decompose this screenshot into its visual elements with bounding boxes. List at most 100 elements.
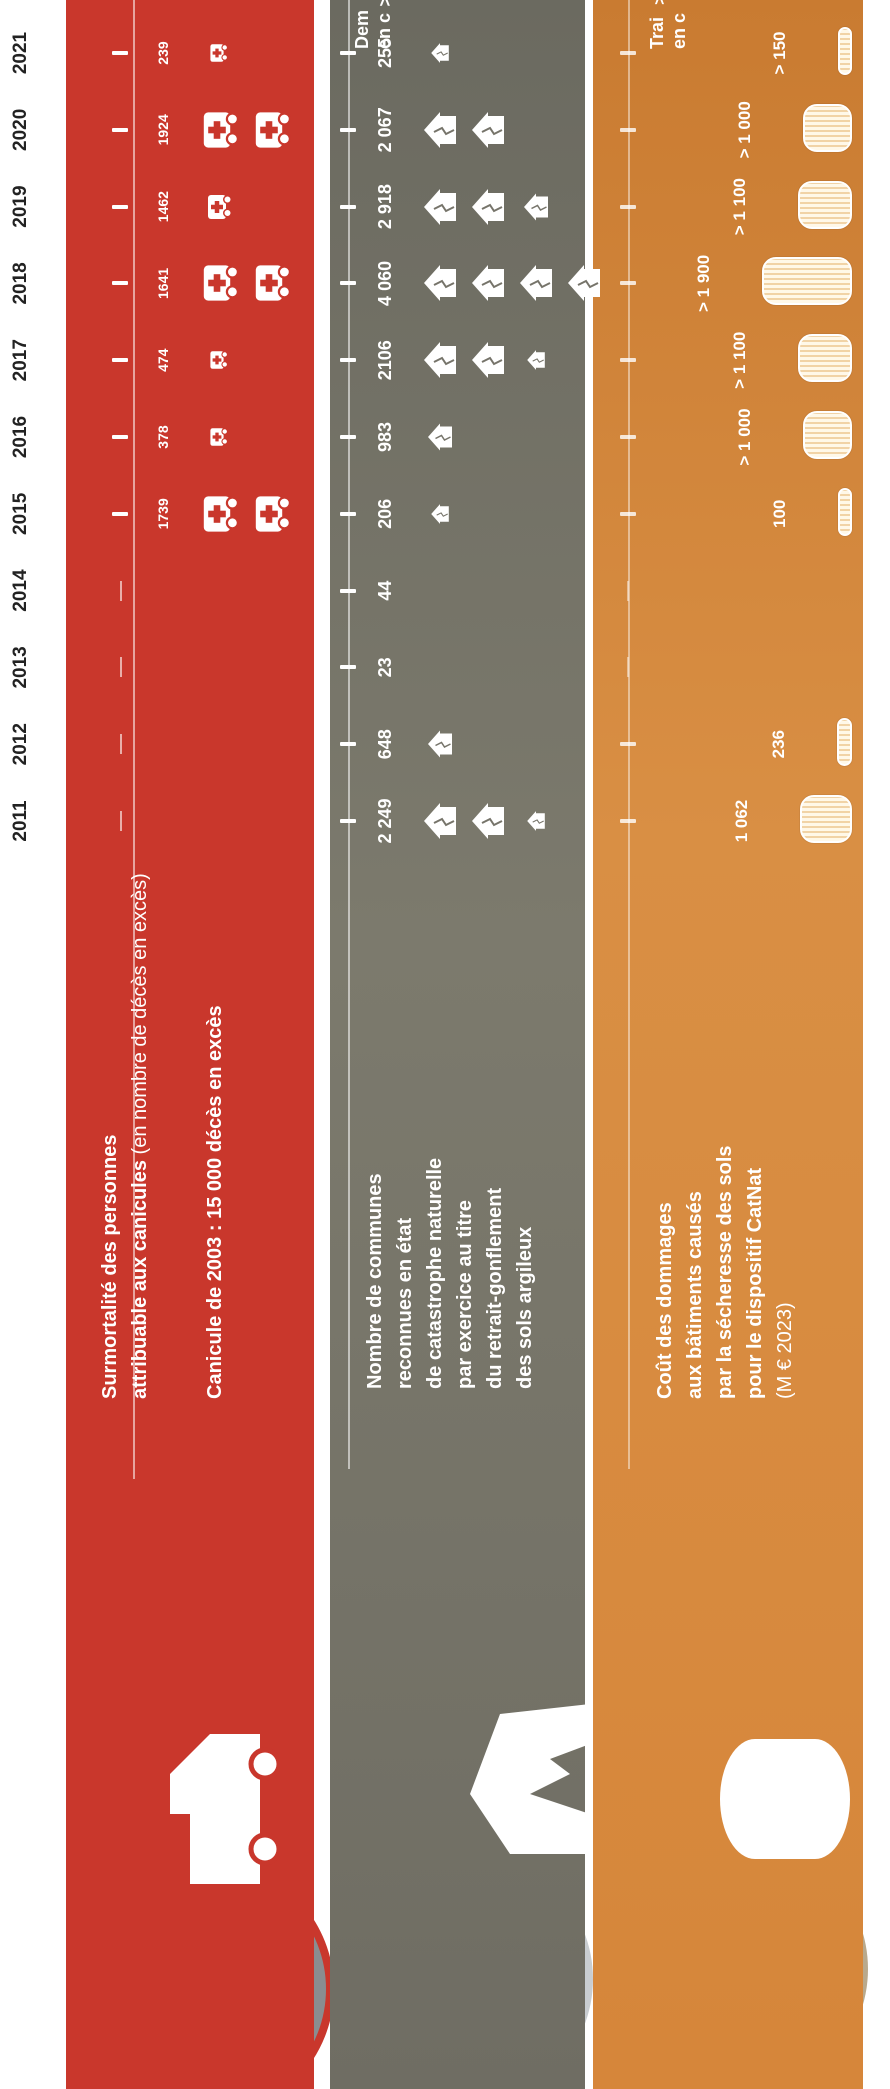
ambulance-mini-icon [255,496,291,532]
communes-title-line-6: des sols argileux [514,1226,536,1389]
cost-title-unit: (M € 2023) [774,1302,796,1399]
heat-value: 1924 [155,114,171,146]
year-label: 2013 [10,646,31,689]
communes-value: 4 060 [375,260,395,306]
cost-title-line-1: Coût des dommages [654,1202,676,1399]
cost-title-line-2: aux bâtiments causés [684,1191,706,1399]
house-mini-icon [424,342,456,379]
heat-tick [112,511,128,516]
cost-coin-stack [799,795,852,843]
cost-value: > 150 [770,31,789,75]
heat-dash [120,580,122,601]
communes-title: Nombre de communes reconnues en état de ca… [360,989,540,1389]
heat-tick [112,204,128,209]
heat-value: 474 [155,348,171,372]
cost-tick [620,511,636,516]
house-mini-icon [520,265,552,302]
communes-cut-text-2: en c [374,12,394,49]
cost-value: > 1 100 [730,178,749,236]
ambulance-mini-icon [203,496,239,532]
year-label: 2019 [10,185,31,228]
heat-title-line1: Surmortalité des personnes [99,1134,121,1399]
cost-title: Coût des dommages aux bâtiments causés par… [650,959,800,1400]
house-mini-icon [472,803,504,839]
heat-value: 1641 [155,267,171,299]
cost-title-line-3: par la sécheresse des sols [714,1145,736,1400]
cost-dash [627,657,629,678]
heat-value: 2 816 [155,0,171,21]
communes-value: 2106 [375,340,395,381]
cost-value: > 1 900 [693,254,713,313]
communes-value: 2 067 [375,107,395,153]
cost-tick [620,742,636,747]
cost-coin-stack [802,411,852,459]
cost-value: 100 [770,499,789,528]
communes-title-line-5: du retrait-gonflement [484,1187,506,1389]
ambulance-mini-icon [210,351,228,370]
communes-value: 2 918 [375,184,395,230]
house-mini-icon [568,265,600,302]
communes-title-line-1: Nombre de communes [364,1173,386,1389]
communes-tick [340,51,356,55]
year-label: 2015 [10,492,31,535]
cost-value: > 1 000 [734,101,754,159]
communes-tick [340,665,356,670]
cost-tick [620,435,636,439]
communes-value: 2 249 [375,798,395,844]
cracked-house-icon [470,1704,590,1854]
year-label: 2012 [10,723,31,766]
house-mini-icon [428,730,452,758]
communes-value: 648 [375,729,395,760]
ambulance-mini-icon [203,112,239,148]
communes-tick [340,435,356,439]
communes-tick [340,204,356,209]
cost-cut-text-2: en c [669,12,689,49]
cost-value: > 1 000 [734,408,754,466]
cost-dash [627,580,629,601]
cost-cut-text: Trai [647,16,667,49]
communes-title-line-3: de catastrophe naturelle [424,1157,446,1389]
house-mini-icon [524,193,548,221]
house-mini-icon [527,350,545,371]
house-mini-icon [431,43,449,63]
cost-title-line-4: pour le dispositif CatNat [744,1167,766,1399]
year-label: 2017 [10,339,31,382]
cost-coin-stack [837,718,852,767]
cost-coin-stack [838,27,852,75]
cost-coin-stack [798,180,852,229]
house-mini-icon [472,111,504,148]
communes-tick [340,511,356,516]
heat-tick [112,281,128,286]
house-mini-icon [527,811,545,831]
communes-title-line-2: reconnues en état [394,1217,416,1389]
communes-cut-text: Dem [352,9,372,49]
cost-tick [620,51,636,55]
cost-value: 1 062 [731,799,751,843]
cost-coin-stack [798,334,852,383]
ambulance-mini-icon [208,194,232,219]
year-label: 2018 [10,262,31,305]
heat-dash [120,734,122,755]
house-mini-icon [424,111,456,148]
heat-dash [120,657,122,678]
communes-tick [340,588,356,593]
cost-tick [620,358,636,363]
house-mini-icon [428,423,452,451]
cost-tick [620,127,636,132]
communes-title-line-4: par exercice au titre [454,1200,476,1389]
heat-title-line2: attribuable aux canicules [129,1160,151,1399]
house-mini-icon [431,503,449,524]
communes-tick [340,358,356,363]
communes-tick [340,819,356,823]
heat-dash [120,811,122,831]
communes-guide [348,0,350,1469]
communes-value: 983 [375,421,395,453]
house-mini-icon [424,265,456,302]
year-label: 2021 [10,31,31,75]
cost-value: 236 [769,730,789,759]
house-mini-icon [424,803,456,839]
communes-value: 23 [375,657,395,678]
communes-tick [340,127,356,132]
